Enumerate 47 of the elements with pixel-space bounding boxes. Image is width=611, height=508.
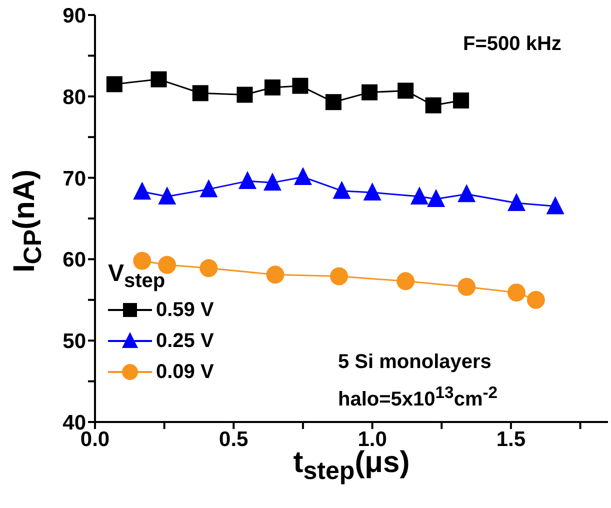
point — [200, 179, 218, 198]
point — [507, 284, 526, 302]
legend-label: 0.25 V — [156, 330, 214, 353]
point — [546, 196, 564, 214]
legend-label: 0.09 V — [156, 360, 214, 384]
y-tick-label: 80 — [62, 86, 86, 109]
point — [396, 272, 415, 290]
point — [330, 267, 348, 286]
point — [264, 79, 280, 96]
point — [150, 71, 167, 88]
point — [325, 94, 342, 110]
point — [236, 86, 253, 103]
point — [363, 182, 382, 200]
point — [266, 266, 284, 284]
point — [158, 186, 176, 205]
point — [332, 180, 351, 199]
y-tick-label: 70 — [62, 167, 86, 190]
point — [453, 92, 470, 108]
y-tick-label: 90 — [62, 4, 86, 28]
y-tick-label: 60 — [62, 248, 86, 272]
point — [458, 184, 476, 202]
point — [362, 84, 378, 100]
legend-label: 0.59 V — [156, 298, 214, 322]
point — [294, 166, 312, 185]
point — [526, 290, 545, 309]
point — [158, 256, 176, 274]
point — [427, 188, 446, 207]
annotation: F=500 kHz — [463, 33, 562, 56]
annotation: 5 Si monolayers — [338, 351, 492, 374]
point — [410, 186, 428, 205]
point — [192, 85, 208, 102]
point — [398, 82, 414, 99]
y-tick-label: 50 — [62, 330, 86, 354]
annotation: halo=5x10$^{13}$cm$^{-2}$ — [338, 383, 498, 412]
point — [133, 182, 152, 200]
point — [133, 252, 152, 270]
point — [106, 76, 122, 92]
legend-title: V$_{step}$ — [108, 260, 166, 293]
point — [238, 171, 257, 190]
point — [507, 193, 526, 212]
point — [263, 172, 282, 191]
point — [425, 97, 442, 114]
point — [292, 78, 308, 94]
point — [458, 278, 476, 296]
point — [200, 259, 218, 278]
x-tick-label: 1.5 — [496, 428, 526, 451]
x-tick-label: 0.5 — [219, 428, 249, 451]
